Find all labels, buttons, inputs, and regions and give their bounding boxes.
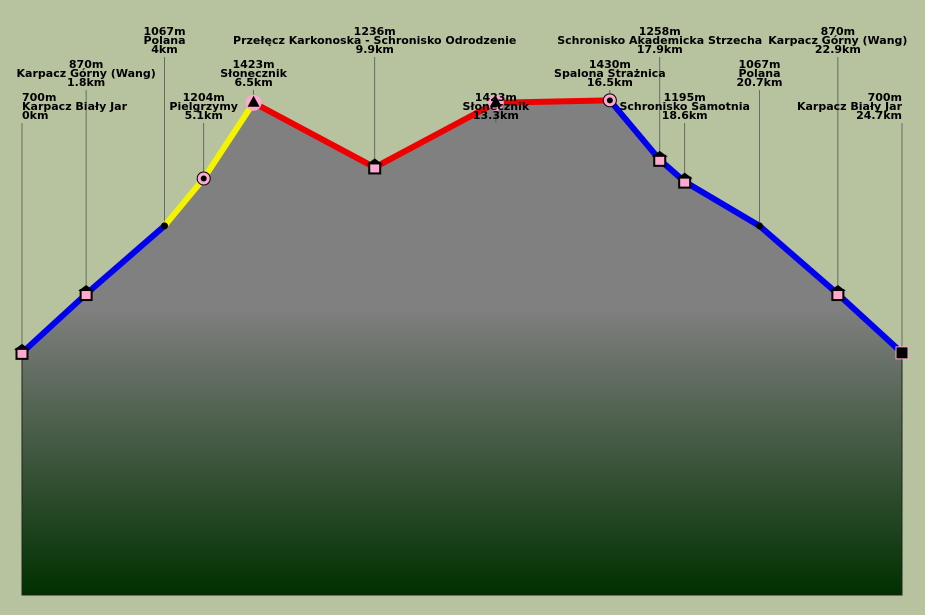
elevation-label: 1204m [183,91,225,104]
distance-label: 18.6km [662,109,708,122]
distance-label: 13.3km [473,109,519,122]
place-label: Polana [738,67,780,80]
ring-marker [602,93,617,108]
elevation-label: 700m [22,91,56,104]
distance-label: 22.9km [815,43,861,56]
distance-label: 20.7km [737,76,783,89]
distance-label: 0km [22,109,48,122]
elevation-label: 870m [821,25,855,38]
place-label: Karpacz Biały Jar [22,100,128,113]
place-label: Słonecznik [462,100,529,113]
dot-marker [755,222,763,230]
hut-square-marker [366,158,383,175]
place-label: Słonecznik [220,67,287,80]
elevation-label: 1067m [738,58,780,71]
hut-square-marker [829,285,846,302]
route-segment-red [252,97,610,171]
elevation-label: 1236m [354,25,396,38]
place-label: Karpacz Biały Jar [797,100,903,113]
elevation-label: 1258m [639,25,681,38]
hut-square-marker [676,172,693,189]
hut-square-marker [14,343,30,360]
place-label: Przełęcz Karkonoska - Schronisko Odrodze… [233,34,516,47]
elevation-label: 700m [868,91,902,104]
elevation-label: 1067m [143,25,185,38]
distance-label: 1.8km [67,76,105,89]
peak-marker [487,94,504,111]
hut-square-marker [78,285,95,302]
place-label: Schronisko Samotnia [619,100,749,113]
place-label: Karpacz Górny (Wang) [768,34,907,47]
elevation-label: 1423m [233,58,275,71]
ring-marker [196,171,211,186]
elevation-label: 1423m [475,91,517,104]
distance-label: 6.5km [234,76,272,89]
distance-label: 17.9km [637,43,683,56]
dot-marker [161,222,169,230]
hut-square-marker [651,150,668,167]
distance-label: 5.1km [185,109,223,122]
distance-label: 24.7km [856,109,902,122]
distance-label: 4km [151,43,177,56]
place-label: Schronisko Akademicka Strzecha [557,34,762,47]
distance-label: 16.5km [587,76,633,89]
place-label: Karpacz Górny (Wang) [17,67,156,80]
distance-label: 9.9km [356,43,394,56]
elevation-label: 870m [69,58,103,71]
peak-marker [245,94,262,111]
elevation-label: 1195m [664,91,706,104]
elevation-area [21,99,903,596]
route-segment-blue [607,98,905,356]
place-label: Pielgrzymy [169,100,238,113]
end-square-marker [895,346,909,360]
elevation-label: 1430m [589,58,631,71]
place-label: Polana [143,34,185,47]
place-label: Spalona Strażnica [554,67,666,80]
